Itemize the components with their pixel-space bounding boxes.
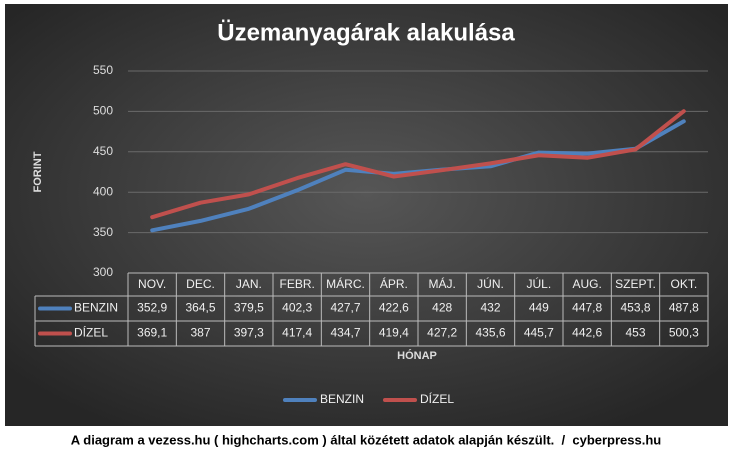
- table-value: 453: [625, 326, 645, 340]
- x-tick-label: MÁRC.: [326, 276, 365, 291]
- table-series-name: BENZIN: [74, 301, 118, 315]
- chart-title: Üzemanyagárak alakulása: [217, 19, 515, 46]
- table-value: 427,7: [330, 301, 360, 315]
- table-value: 500,3: [669, 326, 699, 340]
- x-tick-label: MÁJ.: [428, 276, 455, 291]
- table-value: 449: [529, 301, 549, 315]
- x-tick-label: DEC.: [186, 277, 215, 291]
- y-tick-label: 350: [93, 225, 113, 239]
- chart-background: [5, 4, 728, 426]
- y-tick-label: 300: [93, 265, 113, 279]
- footnote: A diagram a vezess.hu ( highcharts.com )…: [71, 432, 662, 447]
- table-series-name: DÍZEL: [74, 325, 108, 340]
- legend-label: DÍZEL: [420, 391, 454, 406]
- table-value: 422,6: [379, 301, 409, 315]
- x-tick-label: OKT.: [670, 277, 697, 291]
- x-axis-label: HÓNAP: [397, 349, 437, 362]
- x-tick-label: AUG.: [572, 277, 601, 291]
- table-value: 352,9: [137, 301, 167, 315]
- table-value: 442,6: [572, 326, 602, 340]
- table-value: 417,4: [282, 326, 312, 340]
- table-value: 364,5: [185, 301, 215, 315]
- table-value: 445,7: [524, 326, 554, 340]
- table-value: 428: [432, 301, 452, 315]
- table-value: 402,3: [282, 301, 312, 315]
- y-tick-label: 550: [93, 63, 113, 77]
- x-tick-label: JAN.: [236, 277, 262, 291]
- table-value: 369,1: [137, 326, 167, 340]
- legend-label: BENZIN: [320, 392, 364, 406]
- table-value: 419,4: [379, 326, 409, 340]
- y-tick-label: 400: [93, 184, 113, 198]
- x-tick-label: JÚL.: [526, 276, 551, 291]
- table-value: 435,6: [475, 326, 505, 340]
- x-tick-label: NOV.: [138, 277, 166, 291]
- table-value: 397,3: [234, 326, 264, 340]
- x-tick-label: ÁPR.: [380, 276, 408, 291]
- table-value: 434,7: [330, 326, 360, 340]
- x-tick-label: JÚN.: [477, 276, 504, 291]
- table-value: 387: [190, 326, 210, 340]
- table-value: 432: [480, 301, 500, 315]
- table-value: 379,5: [234, 301, 264, 315]
- table-value: 447,8: [572, 301, 602, 315]
- y-tick-label: 450: [93, 144, 113, 158]
- x-tick-label: FEBR.: [279, 277, 314, 291]
- table-value: 487,8: [669, 301, 699, 315]
- x-tick-label: SZEPT.: [615, 277, 656, 291]
- table-value: 427,2: [427, 326, 457, 340]
- data-line: [150, 109, 686, 220]
- table-value: 453,8: [620, 301, 650, 315]
- y-tick-label: 500: [93, 104, 113, 118]
- y-axis-label: FORINT: [32, 151, 44, 192]
